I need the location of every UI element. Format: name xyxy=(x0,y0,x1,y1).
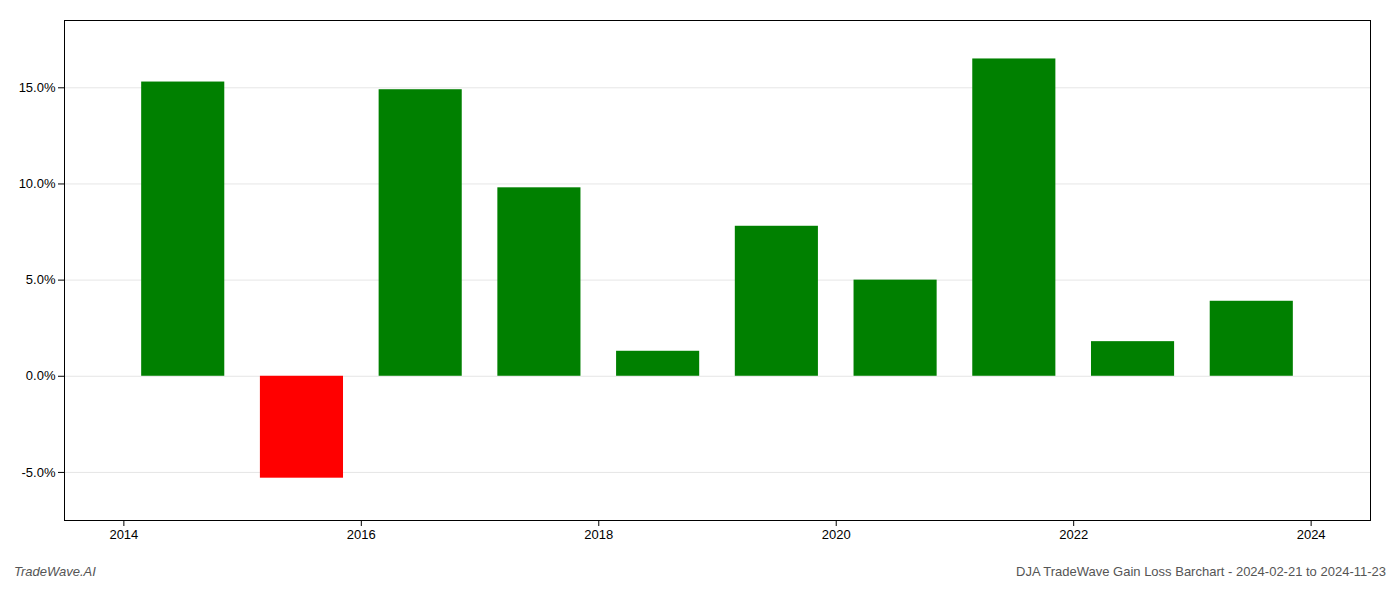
html-text:TradeWave.AI: TradeWave.AI xyxy=(14,564,96,579)
html-text:DJA TradeWave Gain Loss Barcha: DJA TradeWave Gain Loss Barchart - 2024-… xyxy=(1016,564,1386,579)
svg-text:2020: 2020 xyxy=(822,527,851,542)
svg-text:2016: 2016 xyxy=(347,527,376,542)
svg-text:-5.0%: -5.0% xyxy=(22,465,56,480)
svg-text:2018: 2018 xyxy=(584,527,613,542)
svg-text:5.0%: 5.0% xyxy=(26,272,56,287)
svg-text:0.0%: 0.0% xyxy=(26,368,56,383)
svg-text:2022: 2022 xyxy=(1059,527,1088,542)
svg-text:15.0%: 15.0% xyxy=(19,80,56,95)
svg-text:2024: 2024 xyxy=(1297,527,1326,542)
svg-text:10.0%: 10.0% xyxy=(19,176,56,191)
svg-text:2014: 2014 xyxy=(109,527,138,542)
